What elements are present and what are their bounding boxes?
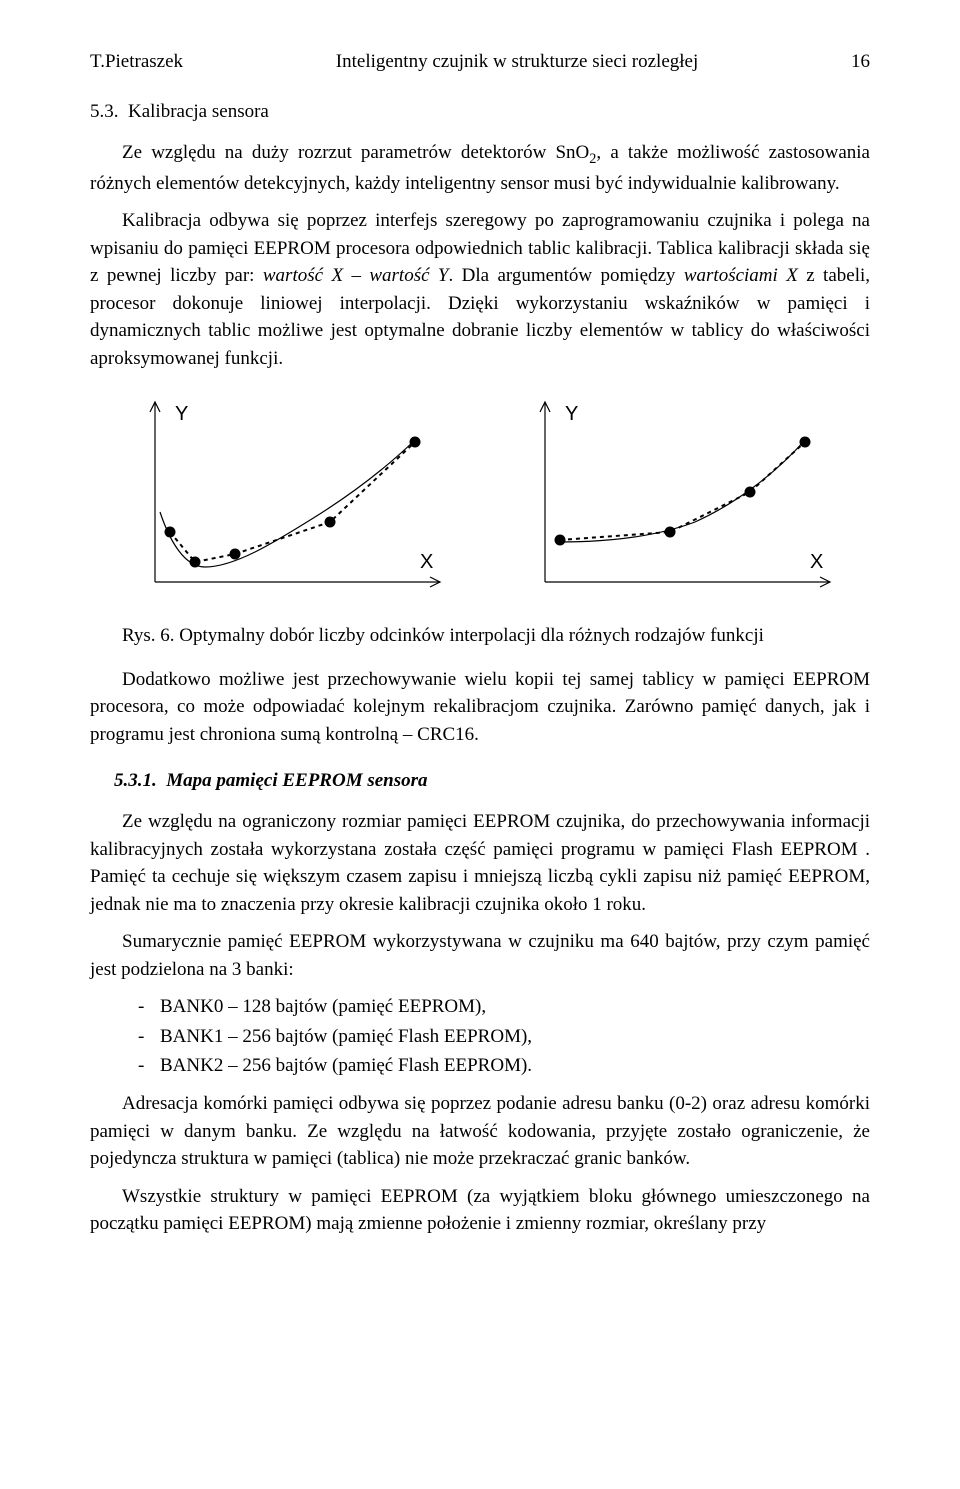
page: T.Pietraszek Inteligentny czujnik w stru… — [0, 0, 960, 1489]
list-item: -BANK0 – 128 bajtów (pamięć EEPROM), — [138, 993, 870, 1021]
paragraph-4: Ze względu na ograniczony rozmiar pamięc… — [90, 808, 870, 918]
figure-6-caption: Rys. 6. Optymalny dobór liczby odcinków … — [90, 622, 870, 650]
list-item-text: BANK2 – 256 bajtów (pamięć Flash EEPROM)… — [160, 1052, 532, 1080]
subsection-title: Mapa pamięci EEPROM sensora — [166, 770, 427, 791]
svg-text:Y: Y — [565, 403, 578, 425]
list-dash: - — [138, 1023, 160, 1051]
section-heading: 5.3. Kalibracja sensora — [90, 98, 870, 126]
svg-text:X: X — [810, 551, 823, 573]
list-dash: - — [138, 993, 160, 1021]
list-item-text: BANK1 – 256 bajtów (pamięć Flash EEPROM)… — [160, 1023, 532, 1051]
list-item: -BANK2 – 256 bajtów (pamięć Flash EEPROM… — [138, 1052, 870, 1080]
bank-list: -BANK0 – 128 bajtów (pamięć EEPROM),-BAN… — [138, 993, 870, 1080]
section-number: 5.3. — [90, 101, 119, 122]
list-dash: - — [138, 1052, 160, 1080]
paragraph-3: Dodatkowo możliwe jest przechowywanie wi… — [90, 666, 870, 749]
subsection-heading: 5.3.1. Mapa pamięci EEPROM sensora — [114, 767, 870, 795]
header-author: T.Pietraszek — [90, 48, 183, 76]
paragraph-2: Kalibracja odbywa się poprzez interfejs … — [90, 207, 870, 372]
chart-a: YX — [115, 382, 455, 612]
figure-6: YX YX — [90, 382, 870, 612]
header-page-number: 16 — [851, 48, 870, 76]
paragraph-1: Ze względu na duży rozrzut parametrów de… — [90, 139, 870, 197]
paragraph-6: Adresacja komórki pamięci odbywa się pop… — [90, 1090, 870, 1173]
subsection-number: 5.3.1. — [114, 770, 157, 791]
running-header: T.Pietraszek Inteligentny czujnik w stru… — [90, 48, 870, 76]
paragraph-5: Sumarycznie pamięć EEPROM wykorzystywana… — [90, 928, 870, 983]
paragraph-7: Wszystkie struktury w pamięci EEPROM (za… — [90, 1183, 870, 1238]
chart-b: YX — [505, 382, 845, 612]
header-title: Inteligentny czujnik w strukturze sieci … — [183, 48, 851, 76]
list-item: -BANK1 – 256 bajtów (pamięć Flash EEPROM… — [138, 1023, 870, 1051]
svg-text:X: X — [420, 551, 433, 573]
list-item-text: BANK0 – 128 bajtów (pamięć EEPROM), — [160, 993, 486, 1021]
svg-text:Y: Y — [175, 403, 188, 425]
section-title: Kalibracja sensora — [128, 101, 269, 122]
